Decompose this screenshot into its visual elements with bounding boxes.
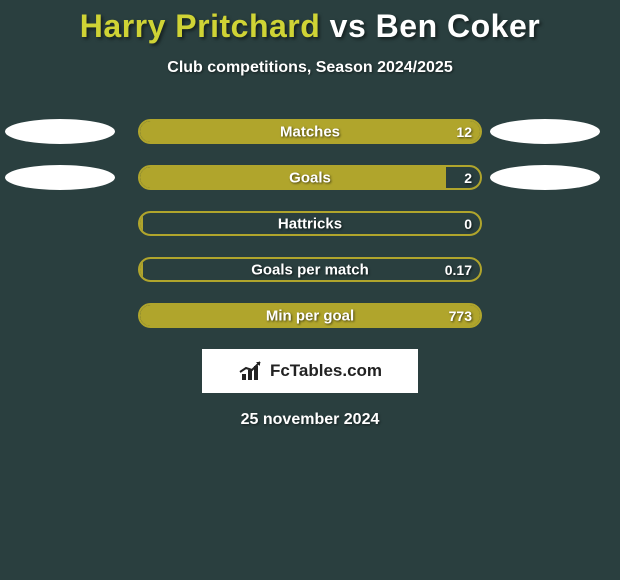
- stat-row: Hattricks0: [0, 211, 620, 236]
- date-text: 25 november 2024: [0, 411, 620, 429]
- stat-bar-fill: [140, 213, 143, 234]
- brand-badge: FcTables.com: [202, 349, 418, 393]
- stat-row: Matches12: [0, 119, 620, 144]
- subtitle: Club competitions, Season 2024/2025: [0, 59, 620, 77]
- brand-text: FcTables.com: [270, 361, 382, 381]
- stat-label: Goals per match: [140, 261, 480, 278]
- stat-bar-fill: [140, 121, 480, 142]
- stat-bar: Hattricks0: [138, 211, 482, 236]
- stat-row: Goals2: [0, 165, 620, 190]
- player2-ellipse: [490, 165, 600, 190]
- stat-bar: Matches12: [138, 119, 482, 144]
- stat-value: 2: [464, 170, 472, 186]
- stat-row: Min per goal773: [0, 303, 620, 328]
- player1-ellipse: [5, 165, 115, 190]
- stat-bar: Goals2: [138, 165, 482, 190]
- player2-ellipse: [490, 119, 600, 144]
- stat-value: 0.17: [445, 262, 472, 278]
- comparison-title: Harry Pritchard vs Ben Coker: [0, 0, 620, 45]
- stat-value: 0: [464, 216, 472, 232]
- player1-name: Harry Pritchard: [80, 8, 320, 44]
- stat-bar-fill: [140, 305, 480, 326]
- player2-name: Ben Coker: [376, 8, 541, 44]
- vs-text: vs: [330, 8, 367, 44]
- stats-container: Matches12 Goals2 Hattricks0 Goals per match…: [0, 119, 620, 328]
- stat-label: Hattricks: [140, 215, 480, 232]
- stat-bar: Goals per match0.17: [138, 257, 482, 282]
- brand-chart-icon: [238, 360, 266, 382]
- stat-bar: Min per goal773: [138, 303, 482, 328]
- stat-bar-fill: [140, 167, 446, 188]
- player1-ellipse: [5, 119, 115, 144]
- stat-row: Goals per match0.17: [0, 257, 620, 282]
- stat-bar-fill: [140, 259, 143, 280]
